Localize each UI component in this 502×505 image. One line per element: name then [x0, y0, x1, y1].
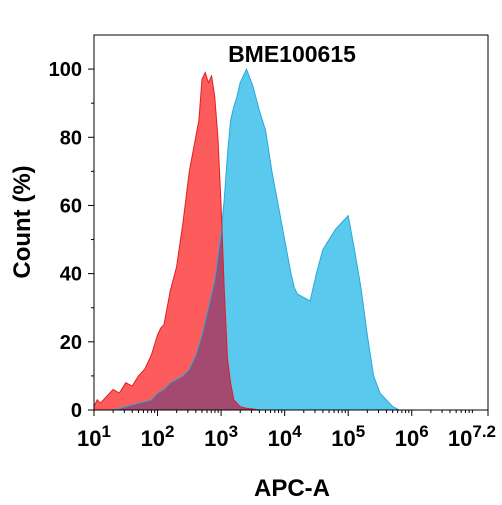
x-axis-title: APC-A [254, 475, 330, 502]
x-tick-label: 106 [395, 422, 429, 451]
y-tick-label: 80 [60, 127, 82, 149]
x-tick-label: 101 [77, 422, 111, 451]
series-2-line [112, 67, 400, 411]
y-tick-label: 100 [49, 59, 82, 81]
x-tick-label: 103 [204, 422, 238, 451]
x-tick-label: 102 [141, 422, 175, 451]
series-2-area [113, 69, 399, 410]
y-tick-label: 20 [60, 332, 82, 354]
y-axis-title: Count (%) [9, 165, 36, 278]
x-tick-label: 104 [268, 422, 302, 451]
x-tick-labels: 101 102 103 104 105 106 107.2 [77, 422, 496, 451]
y-tick-label: 60 [60, 195, 82, 217]
y-tick-label: 0 [71, 400, 82, 422]
axis-ticks [88, 68, 489, 416]
chart-title: BME100615 [228, 41, 356, 67]
x-tick-label: 105 [331, 422, 365, 451]
y-tick-labels: 0 20 40 60 80 100 [49, 59, 82, 422]
y-tick-label: 40 [60, 264, 82, 286]
plot-frame [93, 34, 489, 411]
plot-area [93, 67, 400, 411]
x-tick-label: 107.2 [448, 422, 496, 451]
series-1-line [93, 71, 260, 411]
